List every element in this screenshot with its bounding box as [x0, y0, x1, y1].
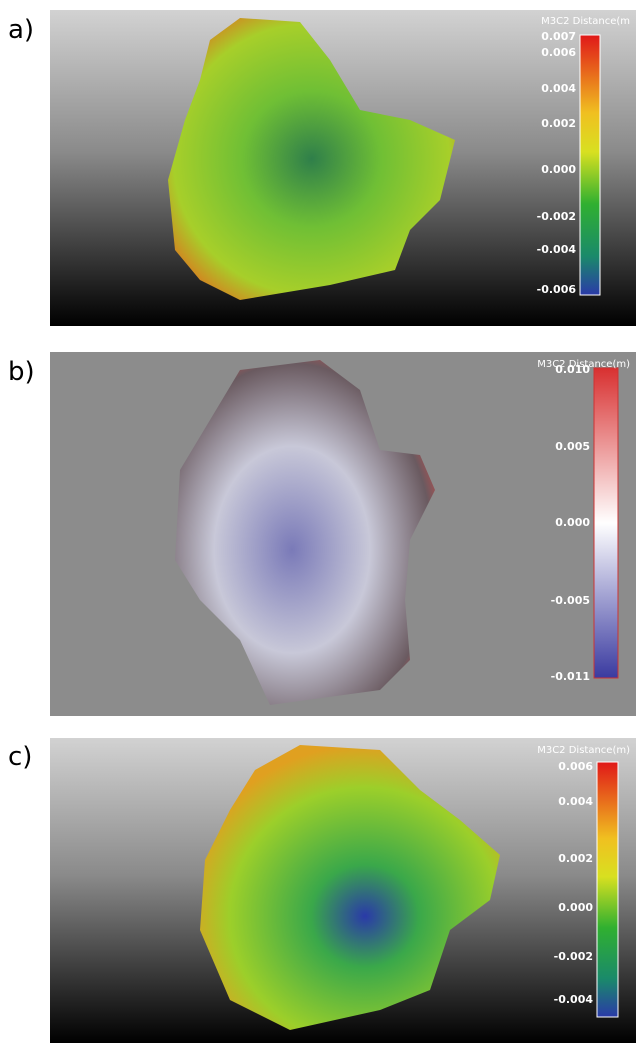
scale-tick-label: 0.002 — [558, 852, 593, 865]
scale-tick-label: 0.000 — [555, 516, 590, 529]
scale-tick-label: -0.011 — [551, 670, 590, 683]
scale-tick-label: -0.004 — [537, 243, 577, 256]
scale-tick-label: -0.002 — [554, 950, 593, 963]
scale-tick-label: 0.000 — [541, 163, 576, 176]
scale-tick-label: 0.007 — [541, 30, 576, 43]
scale-tick-label: 0.004 — [541, 82, 576, 95]
scale-tick-label: -0.006 — [537, 283, 577, 296]
scale-tick-label: -0.004 — [554, 993, 594, 1006]
scale-tick-label: 0.005 — [555, 440, 590, 453]
scale-tick-label: -0.005 — [551, 594, 590, 607]
color-scale — [597, 762, 618, 1017]
scale-tick-label: 0.006 — [541, 46, 576, 59]
color-scale — [580, 35, 600, 295]
scale-tick-label: 0.000 — [558, 901, 593, 914]
panel-label: a) — [8, 15, 34, 45]
panel-label: c) — [8, 742, 32, 772]
scale-tick-label: 0.010 — [555, 363, 590, 376]
panel-label: b) — [8, 357, 35, 387]
scale-title: M3C2 Distance(m — [541, 16, 630, 27]
scale-tick-label: 0.002 — [541, 117, 576, 130]
scale-title: M3C2 Distance(m) — [537, 745, 630, 756]
scale-tick-label: 0.004 — [558, 795, 593, 808]
scale-tick-label: -0.002 — [537, 210, 576, 223]
scale-tick-label: 0.006 — [558, 760, 593, 773]
color-scale — [594, 368, 618, 678]
figure: a) M3C2 Distance(m 0.007 0.006 0.004 0.002 0.0… — [0, 0, 636, 1043]
